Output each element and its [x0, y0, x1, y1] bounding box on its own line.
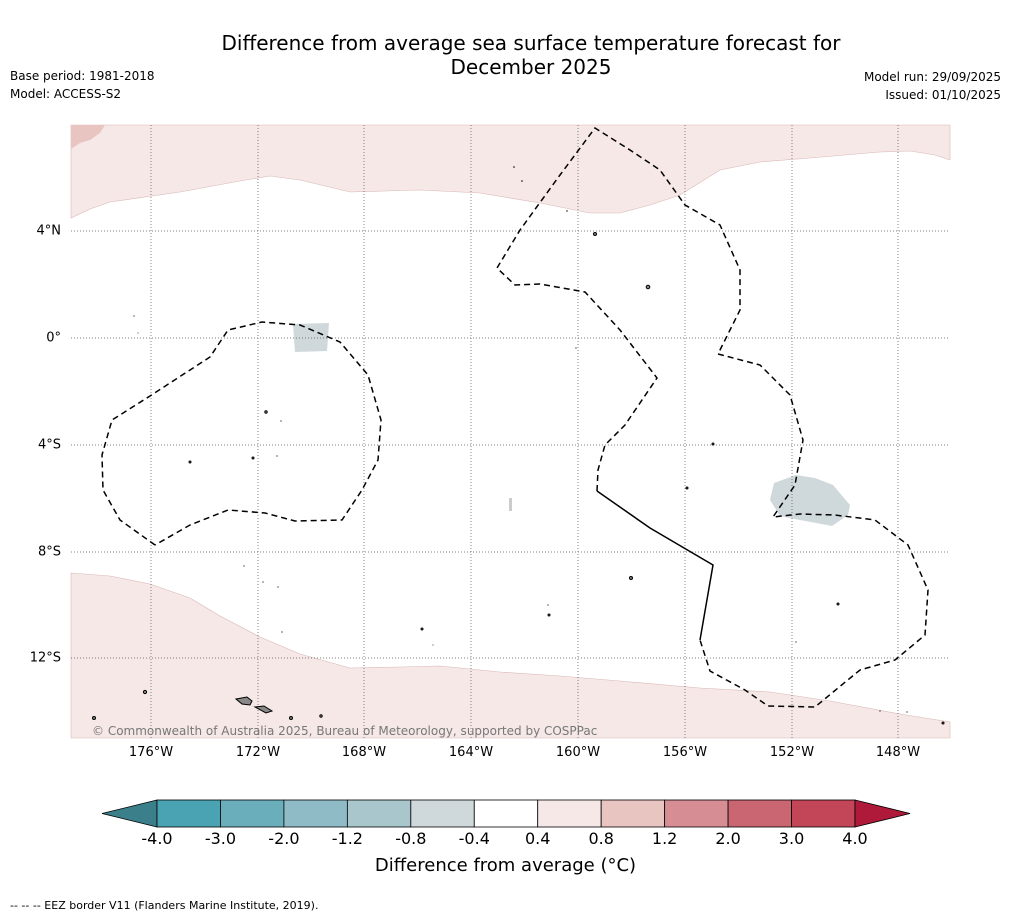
- cool-anomaly-patch-1: [293, 323, 329, 352]
- lat-label: 0°: [46, 330, 61, 346]
- cool-anomaly-patch-2: [770, 475, 850, 526]
- meta-left: Base period: 1981-2018 Model: ACCESS-S2: [10, 67, 155, 103]
- meta-right: Model run: 29/09/2025 Issued: 01/10/2025: [864, 68, 1001, 104]
- colorbar-tick-label: 0.8: [588, 829, 614, 848]
- colorbar-tick-label: -0.4: [458, 829, 490, 848]
- colorbar-tick-label: 0.4: [524, 829, 551, 848]
- colorbar-segment: [220, 799, 285, 828]
- islands: [92, 232, 945, 725]
- colorbar-tick-label: -0.8: [395, 829, 427, 848]
- issued-date: Issued: 01/10/2025: [885, 88, 1001, 102]
- eez-footnote: -- -- -- EEZ border V11 (Flanders Marine…: [10, 899, 319, 912]
- colorbar-segment: [537, 799, 602, 828]
- lon-label: 148°W: [875, 745, 921, 760]
- model-run: Model run: 29/09/2025: [863, 70, 1001, 84]
- colorbar-segment: [600, 799, 666, 828]
- colorbar-over-arrow: [854, 799, 911, 828]
- colorbar-segment: [346, 799, 412, 828]
- colorbar-tick-label: -3.0: [204, 829, 237, 848]
- title-line-1: Difference from average sea surface temp…: [221, 31, 841, 55]
- island-small: [253, 705, 274, 714]
- lon-label: 156°W: [662, 745, 708, 760]
- lon-label: 152°W: [769, 745, 815, 760]
- colorbar-segment: [791, 799, 856, 828]
- lon-label: 168°W: [341, 745, 387, 760]
- eez-border-central: [496, 126, 741, 492]
- colorbar-tick-label: 3.0: [778, 829, 805, 848]
- colorbar-under-arrow: [101, 799, 158, 828]
- colorbar-segment: [727, 799, 792, 828]
- lat-label: 4°S: [37, 437, 61, 453]
- lon-label: 164°W: [448, 745, 494, 760]
- lon-label: 172°W: [235, 745, 281, 760]
- warm-anomaly-south: [70, 572, 951, 739]
- colorbar: [101, 799, 911, 828]
- colorbar-segment: [156, 799, 221, 828]
- island-large: [234, 696, 253, 706]
- copyright-notice: © Commonwealth of Australia 2025, Bureau…: [92, 724, 598, 738]
- base-period: Base period: 1981-2018: [10, 69, 155, 83]
- colorbar-segment: [410, 799, 475, 828]
- colorbar-tick-label: -1.2: [331, 829, 363, 848]
- colorbar-title: Difference from average (°C): [374, 855, 637, 876]
- eez-borders: [101, 126, 929, 708]
- colorbar-segment: [473, 799, 539, 828]
- lon-label: 176°W: [128, 745, 174, 760]
- map-title: Difference from average sea surface temp…: [0, 31, 1011, 79]
- colorbar-segment: [664, 799, 729, 828]
- colorbar-tick-label: -2.0: [268, 829, 300, 848]
- warm-anomaly-northwest-corner: [71, 125, 105, 149]
- title-line-2: December 2025: [450, 55, 612, 79]
- warm-anomaly-north: [70, 124, 951, 219]
- eez-border-west: [101, 321, 382, 546]
- eez-border-solid: [596, 490, 714, 641]
- lat-label: 12°S: [29, 650, 61, 666]
- tiny-islets: [133, 166, 908, 713]
- colorbar-tick-label: 4.0: [842, 829, 868, 848]
- colorbar-segment: [283, 799, 348, 828]
- colorbar-tick-label: 1.2: [651, 829, 678, 848]
- model-name: Model: ACCESS-S2: [10, 87, 122, 101]
- graticule: [71, 125, 950, 738]
- lat-label: 8°S: [37, 544, 61, 560]
- colorbar-tick-label: -4.0: [141, 829, 173, 848]
- lon-label: 160°W: [555, 745, 601, 760]
- lat-label: 4°N: [36, 223, 62, 239]
- colorbar-tick-label: 2.0: [715, 829, 741, 848]
- grey-speck: [509, 498, 512, 511]
- eez-border-east: [699, 353, 929, 708]
